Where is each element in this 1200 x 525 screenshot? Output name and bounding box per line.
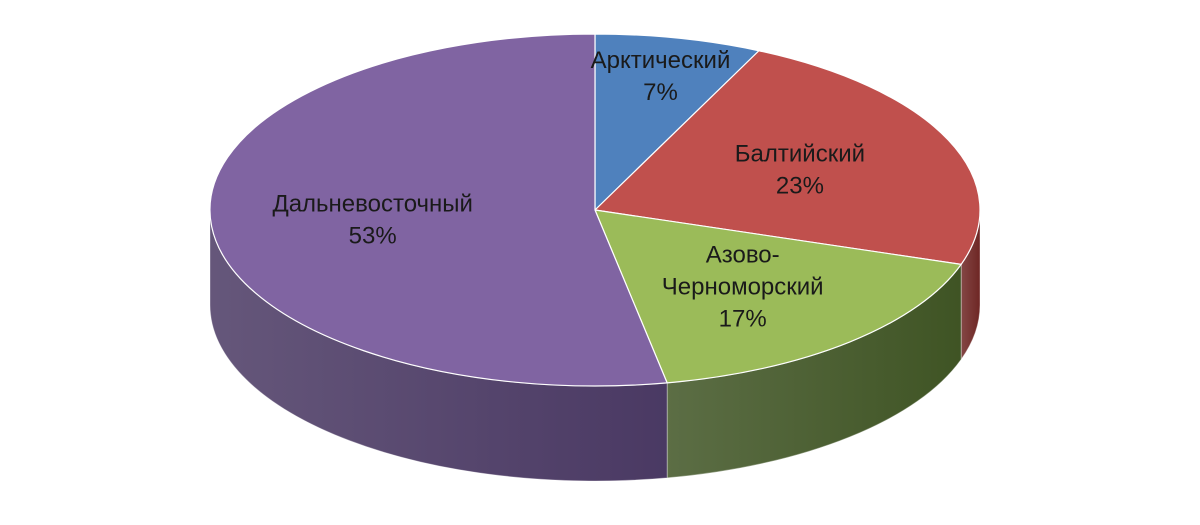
pie-top — [209, 33, 981, 387]
pie-slice-1 — [594, 50, 981, 265]
slice-category-label: Черноморский — [662, 274, 824, 301]
slice-category-label: Балтийский — [735, 141, 865, 168]
slice-category-label: Азово- — [706, 242, 780, 269]
data-label-2: Азово- Черноморский 17% — [662, 242, 824, 333]
data-label-0: Арктический 7% — [591, 47, 731, 106]
pie-labels: Арктический 7% Балтийский 23% Азово- Черномор… — [272, 47, 865, 333]
data-label-3: Дальневосточный 53% — [272, 191, 473, 250]
pie-sides — [209, 209, 981, 482]
slice-category-label: Дальневосточный — [272, 191, 473, 218]
data-label-1: Балтийский 23% — [735, 141, 865, 200]
pie-slice-3 — [209, 33, 668, 387]
slice-percent-label: 23% — [776, 173, 824, 200]
slice-percent-label: 17% — [719, 306, 767, 333]
slice-percent-label: 7% — [643, 79, 678, 106]
slice-percent-label: 53% — [349, 223, 397, 250]
slice-category-label: Арктический — [591, 47, 731, 74]
pie-slice-2 — [594, 209, 962, 384]
pie-slice-0 — [594, 33, 760, 211]
